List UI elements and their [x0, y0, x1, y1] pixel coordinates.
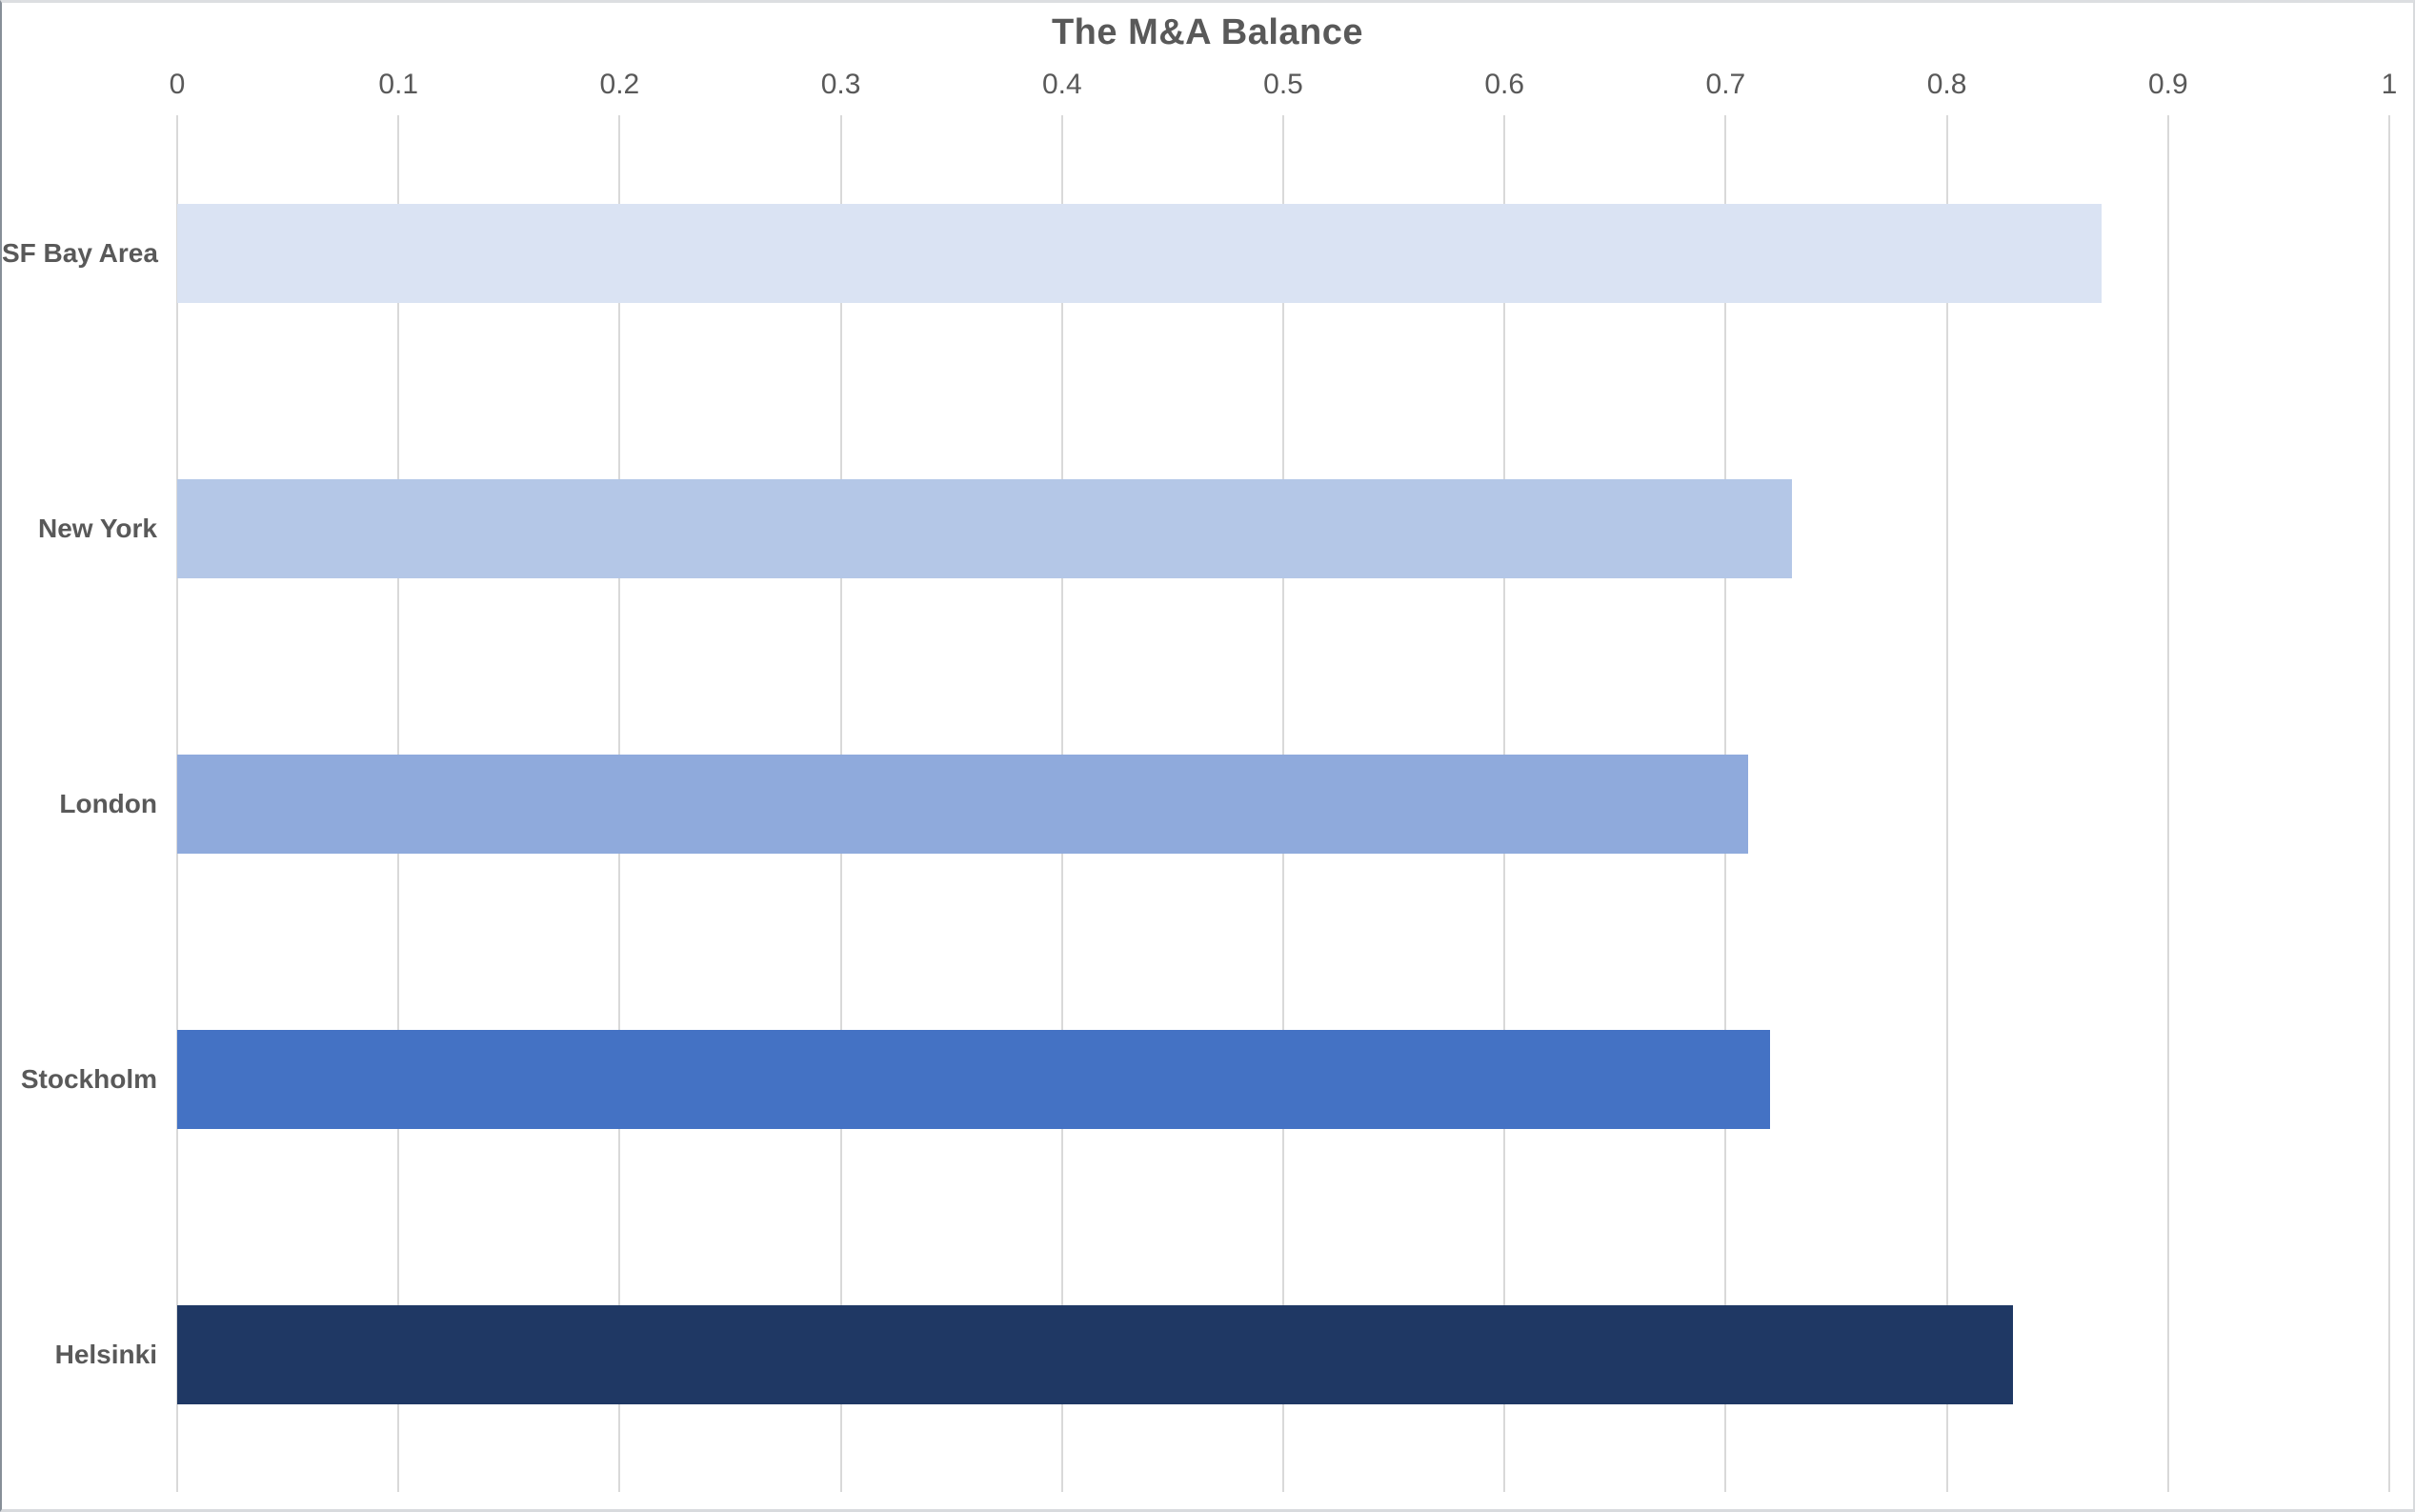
chart-title: The M&A Balance: [1051, 12, 1364, 52]
x-axis-tick-label: 0.7: [1705, 69, 1746, 100]
bar-helsinki: [177, 1304, 2014, 1404]
bar-new-york: [177, 478, 1793, 578]
x-axis-tick-label: 0.9: [2147, 69, 2188, 100]
gridline: [2388, 115, 2390, 1492]
bar-london: [177, 754, 1748, 854]
x-axis-tick-label: 0.5: [1263, 69, 1303, 100]
x-axis-tick-label: 0.3: [820, 69, 861, 100]
bar-stockholm: [177, 1029, 1770, 1129]
x-axis-tick-label: 0.4: [1041, 69, 1082, 100]
gridline: [1945, 115, 1948, 1492]
y-axis-category-label: London: [59, 788, 157, 818]
y-axis-category-label: Helsinki: [54, 1339, 157, 1369]
x-axis-tick-label: 0.2: [599, 69, 640, 100]
y-axis-category-label: New York: [37, 513, 157, 543]
gridline: [2166, 115, 2169, 1492]
x-axis-tick-label: 0.6: [1484, 69, 1525, 100]
y-axis-category-label: Stockholm: [20, 1063, 157, 1094]
x-axis-tick-label: 0.1: [378, 69, 419, 100]
x-axis-tick-label: 0: [169, 69, 186, 100]
bar-sf-bay-area: [177, 203, 2103, 303]
x-axis-tick-label: 1: [2381, 69, 2398, 100]
x-axis-tick-label: 0.8: [1926, 69, 1967, 100]
y-axis-category-label: SF Bay Area: [2, 237, 158, 268]
